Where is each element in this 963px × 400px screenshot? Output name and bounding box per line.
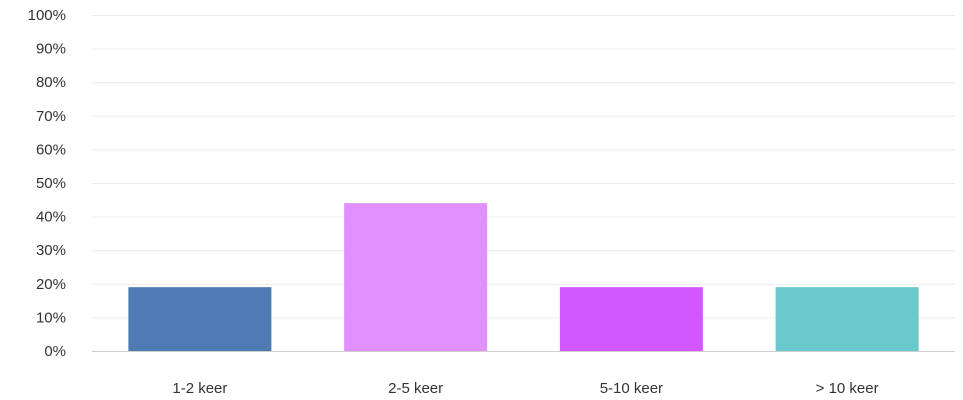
bar-1[interactable] (128, 287, 272, 351)
bar-4[interactable] (775, 287, 919, 351)
y-tick-label: 100% (28, 7, 66, 24)
y-tick-label: 80% (36, 74, 66, 91)
x-axis-ticks: 1-2 keer 2-5 keer 5-10 keer > 10 keer (172, 380, 878, 397)
bars (128, 203, 919, 351)
x-tick-label: 5-10 keer (600, 380, 663, 397)
y-tick-label: 10% (36, 309, 66, 326)
x-tick-label: > 10 keer (816, 380, 879, 397)
y-tick-label: 20% (36, 276, 66, 293)
y-tick-label: 60% (36, 141, 66, 158)
bar-3[interactable] (559, 287, 703, 351)
grid-lines (92, 15, 955, 319)
y-tick-label: 40% (36, 209, 66, 226)
y-axis-ticks: 0% 10% 20% 30% 40% 50% 60% 70% 80% 90% 100% (28, 7, 66, 360)
x-tick-label: 2-5 keer (388, 380, 443, 397)
y-tick-label: 50% (36, 175, 66, 192)
x-tick-label: 1-2 keer (172, 380, 227, 397)
y-tick-label: 70% (36, 108, 66, 125)
y-tick-label: 90% (36, 41, 66, 58)
bar-2[interactable] (344, 203, 488, 351)
y-tick-label: 30% (36, 242, 66, 259)
y-tick-label: 0% (44, 343, 66, 360)
